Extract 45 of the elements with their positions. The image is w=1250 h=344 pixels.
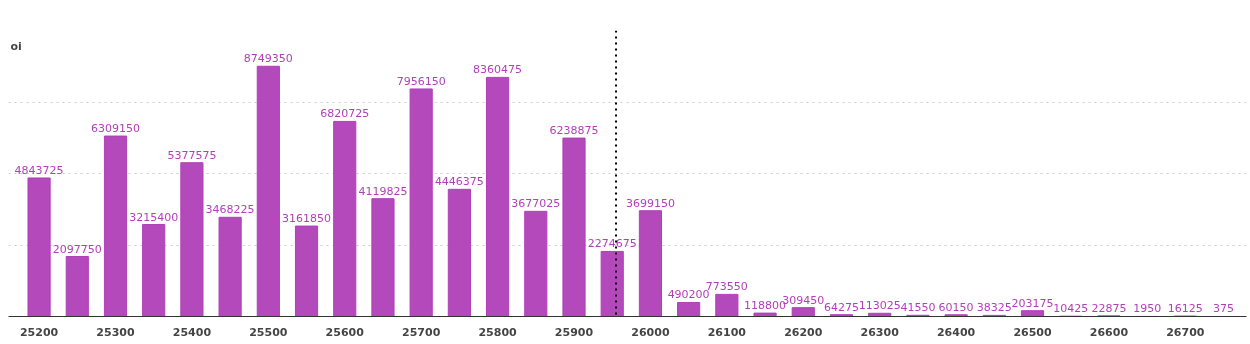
data-label: 2097750	[52, 242, 102, 256]
data-label: 22875	[1091, 301, 1127, 315]
data-label: 41550	[900, 301, 936, 315]
data-label: 3161850	[282, 212, 332, 226]
x-tick-label: 26600	[1089, 325, 1129, 339]
data-label: 16125	[1167, 302, 1203, 316]
x-tick-label: 25400	[172, 325, 212, 339]
data-label: 5377575	[167, 148, 217, 162]
data-label: 3215400	[129, 210, 179, 224]
data-label: 4446375	[434, 175, 484, 189]
x-tick-label: 26300	[860, 325, 900, 339]
x-tick-label: 25900	[554, 325, 594, 339]
data-label: 6309150	[90, 122, 140, 136]
data-label: 375	[1213, 302, 1235, 316]
data-label: 6820725	[320, 107, 370, 121]
x-tick-label: 26000	[631, 325, 670, 339]
data-label: 8749350	[243, 52, 293, 66]
data-label: 113025	[858, 299, 901, 313]
data-label: 38325	[976, 301, 1012, 315]
x-tick-label: 26500	[1013, 325, 1053, 339]
y-axis-title: oi	[10, 39, 22, 53]
data-label: 3468225	[205, 203, 255, 217]
x-tick-label: 25500	[249, 325, 288, 339]
x-tick-label: 26100	[707, 325, 747, 339]
data-label: 60150	[938, 300, 974, 314]
data-label: 4843725	[14, 163, 64, 177]
data-label: 6238875	[549, 124, 599, 138]
data-label: 2274675	[587, 237, 637, 251]
x-tick-label: 25800	[478, 325, 518, 339]
x-tick-label: 26200	[784, 325, 823, 339]
data-label: 7956150	[396, 74, 446, 88]
data-label: 3677025	[511, 197, 561, 211]
data-label: 4119825	[358, 184, 408, 198]
x-tick-label: 25700	[402, 325, 441, 339]
data-label: 10425	[1053, 302, 1089, 316]
x-tick-label: 25600	[325, 325, 365, 339]
data-label: 8360475	[473, 63, 523, 77]
x-tick-label: 25300	[96, 325, 135, 339]
x-tick-label: 25200	[19, 325, 59, 339]
x-tick-label: 26400	[936, 325, 976, 339]
x-tick-label: 26700	[1166, 325, 1205, 339]
data-label: 203175	[1011, 296, 1054, 310]
data-label: 1950	[1133, 302, 1162, 316]
data-label: 64275	[823, 300, 859, 314]
data-label: 3699150	[625, 196, 675, 210]
